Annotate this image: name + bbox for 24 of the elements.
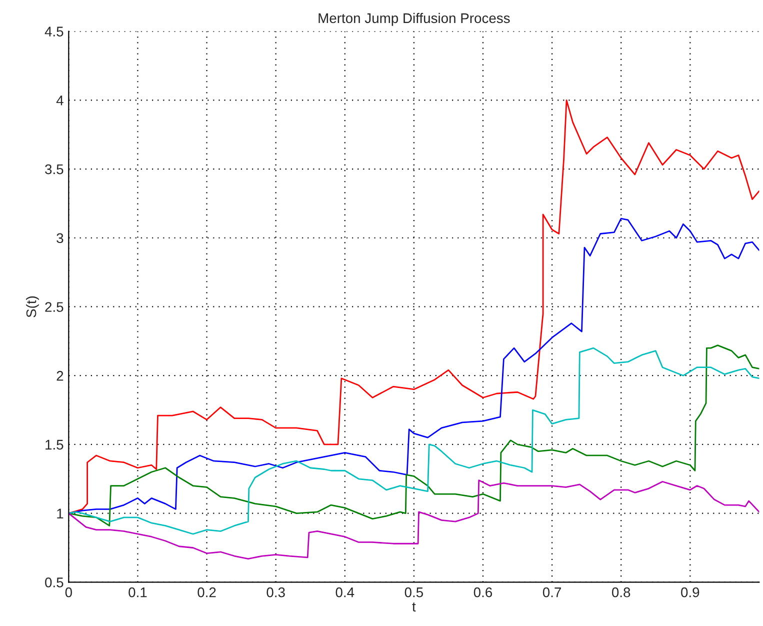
x-tick-label: 0.2: [198, 587, 216, 598]
x-tick-label: 0.1: [128, 587, 147, 598]
x-tick-label: 0.8: [612, 587, 630, 598]
x-tick-label: 0: [65, 587, 72, 598]
x-tick-label: 0.9: [681, 587, 700, 598]
x-tick-label: 0.7: [542, 587, 561, 598]
y-tick-label: 3.5: [45, 164, 64, 174]
y-tick-label: 4: [56, 96, 64, 106]
line-series: [68, 480, 760, 560]
y-tick-label: 2.5: [45, 302, 64, 312]
y-tick-label: 2: [56, 370, 64, 381]
y-tick-label: 1: [57, 508, 64, 518]
y-tick-label: 0.5: [45, 578, 64, 588]
x-tick-label: 0.4: [336, 587, 354, 598]
chart-title: Merton Jump Diffusion Process: [318, 12, 510, 26]
y-tick-label: 4.5: [44, 26, 64, 36]
x-tick-label: 0.6: [474, 587, 492, 598]
x-tick-label: 0.3: [266, 587, 285, 598]
y-tick-label: 3: [56, 233, 64, 244]
x-axis-title: t: [412, 602, 416, 612]
line-series: [68, 99, 760, 514]
y-axis-title: S(t): [26, 296, 39, 318]
y-tick-label: 1.5: [46, 440, 64, 450]
x-tick-label: 0.5: [404, 587, 423, 598]
